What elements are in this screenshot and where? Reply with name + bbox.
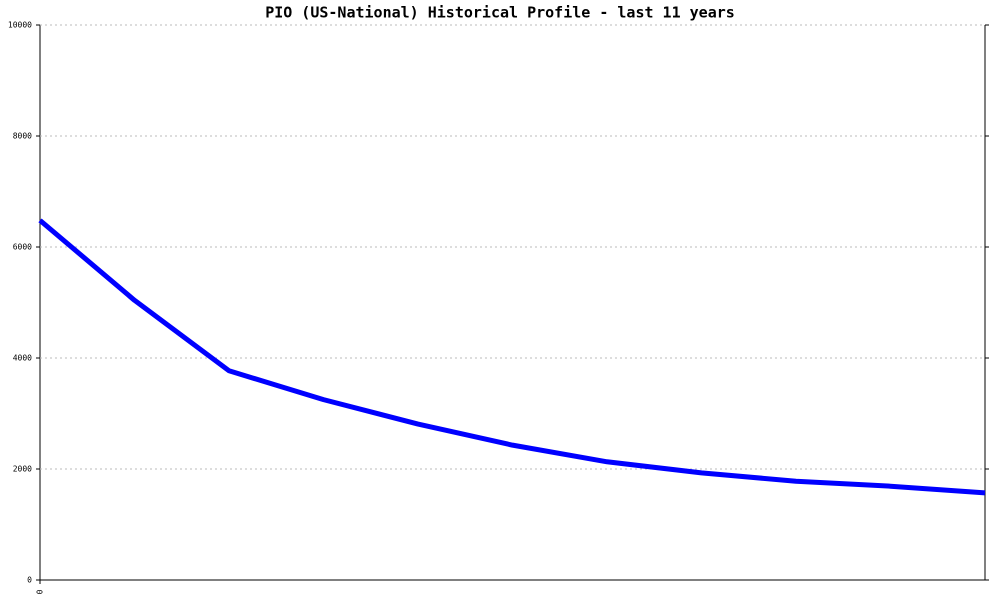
y-tick-label: 2000: [13, 465, 32, 474]
y-tick-label: 0: [27, 576, 32, 585]
y-tick-label: 8000: [13, 132, 32, 141]
y-tick-label: 10000: [8, 21, 32, 30]
x-tick-label: 0: [36, 589, 45, 594]
data-line: [38, 218, 986, 496]
y-tick-label: 6000: [13, 243, 32, 252]
y-tick-label: 4000: [13, 354, 32, 363]
chart-title: PIO (US-National) Historical Profile - l…: [265, 4, 735, 22]
